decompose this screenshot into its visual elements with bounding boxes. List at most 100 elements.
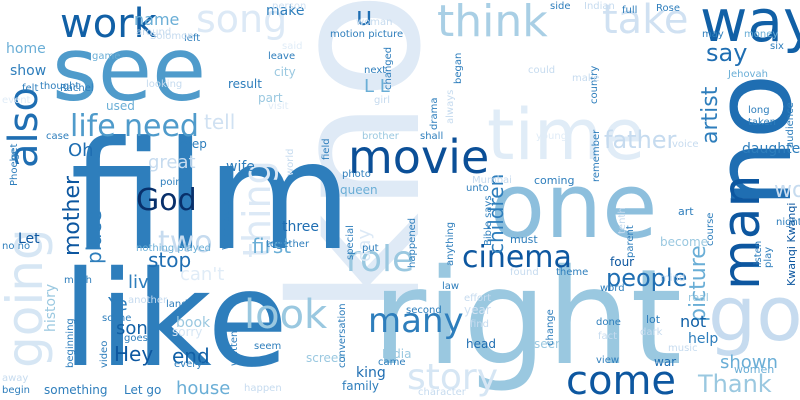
word: time (487, 94, 646, 176)
word: motion picture (330, 29, 404, 40)
word: women (734, 363, 775, 376)
word: L L (364, 76, 390, 97)
word: unto (466, 183, 489, 194)
word: film (70, 110, 353, 284)
word: way (700, 0, 800, 55)
word: movie (348, 130, 490, 184)
word: can't (180, 264, 225, 285)
word: tell (204, 110, 236, 134)
word: conversation (337, 303, 348, 368)
word: three (282, 219, 320, 235)
word: Bible says (483, 195, 494, 246)
word: part (258, 91, 283, 105)
word: music (668, 343, 698, 354)
word: result (228, 77, 262, 91)
word: u (356, 2, 373, 32)
word: drama (429, 97, 440, 130)
word: voice (672, 139, 699, 150)
word: war (654, 355, 677, 369)
word: seen (534, 337, 563, 351)
word: go (708, 269, 800, 358)
word: put (362, 243, 379, 254)
word: stop (148, 248, 192, 272)
word: sorry (172, 325, 203, 339)
word: see (52, 18, 207, 121)
word: king (356, 365, 386, 381)
word: house (176, 378, 231, 399)
word: Indian (584, 1, 615, 12)
word: say (706, 39, 748, 67)
word: Ye (108, 294, 128, 315)
word: work (60, 1, 157, 47)
word: Rose (656, 3, 680, 14)
word: theme (556, 267, 589, 278)
word: become (660, 235, 709, 249)
word: full (622, 5, 638, 16)
word: beginning (65, 318, 76, 368)
word: India (382, 347, 412, 361)
word: need (124, 109, 199, 144)
word: special (345, 225, 356, 260)
word: year (464, 303, 491, 317)
word: two (158, 225, 213, 260)
word: thought (40, 81, 80, 92)
word: mind (660, 273, 686, 284)
word: taken (748, 117, 776, 128)
word: head (466, 337, 496, 351)
word: person (272, 1, 307, 12)
word: seem (254, 341, 282, 352)
word: cinema (462, 240, 572, 275)
word: name (134, 10, 180, 29)
word: found (510, 267, 539, 278)
word: home (6, 41, 46, 57)
word: shown (720, 352, 778, 373)
word: first (252, 234, 292, 258)
word: queen (340, 183, 378, 197)
word: four (610, 255, 635, 269)
word: night (776, 217, 800, 228)
word: dark (640, 327, 663, 338)
word: one (490, 154, 658, 259)
word: written (229, 330, 240, 366)
word: God (136, 183, 197, 218)
word: effort (464, 293, 492, 304)
word: would (774, 178, 800, 203)
word: live (128, 272, 160, 293)
word: song (196, 0, 288, 41)
word: make (572, 73, 600, 84)
word: video (99, 340, 110, 368)
word: much (64, 275, 92, 286)
word: Solomon (150, 31, 194, 42)
word: end (172, 344, 210, 368)
word: fact (598, 331, 618, 342)
word: daughter (742, 141, 800, 157)
word: Oh (68, 140, 94, 161)
word: look (244, 292, 328, 338)
word: law (442, 281, 460, 292)
word: real (688, 291, 709, 304)
word: said (282, 41, 303, 52)
word: no no (2, 241, 31, 252)
word: came (378, 357, 406, 368)
word: event (2, 95, 31, 106)
word: brother (362, 131, 399, 142)
word: coming (534, 174, 575, 187)
word: come (566, 358, 677, 400)
word: Mumbai (472, 175, 512, 186)
word: lot (646, 313, 661, 326)
word: place (82, 210, 106, 264)
word: tenth (617, 207, 628, 234)
word: long (748, 105, 770, 116)
word: Jehovah (728, 69, 768, 80)
word: anything (445, 221, 456, 266)
word: money (744, 29, 779, 40)
word: woman (356, 17, 393, 28)
word: photo (342, 169, 371, 180)
word: happened (407, 217, 418, 268)
word: people (606, 264, 688, 292)
word: son (116, 318, 148, 339)
word: looking (146, 79, 183, 90)
word: used (106, 99, 135, 113)
word: game (92, 51, 121, 62)
